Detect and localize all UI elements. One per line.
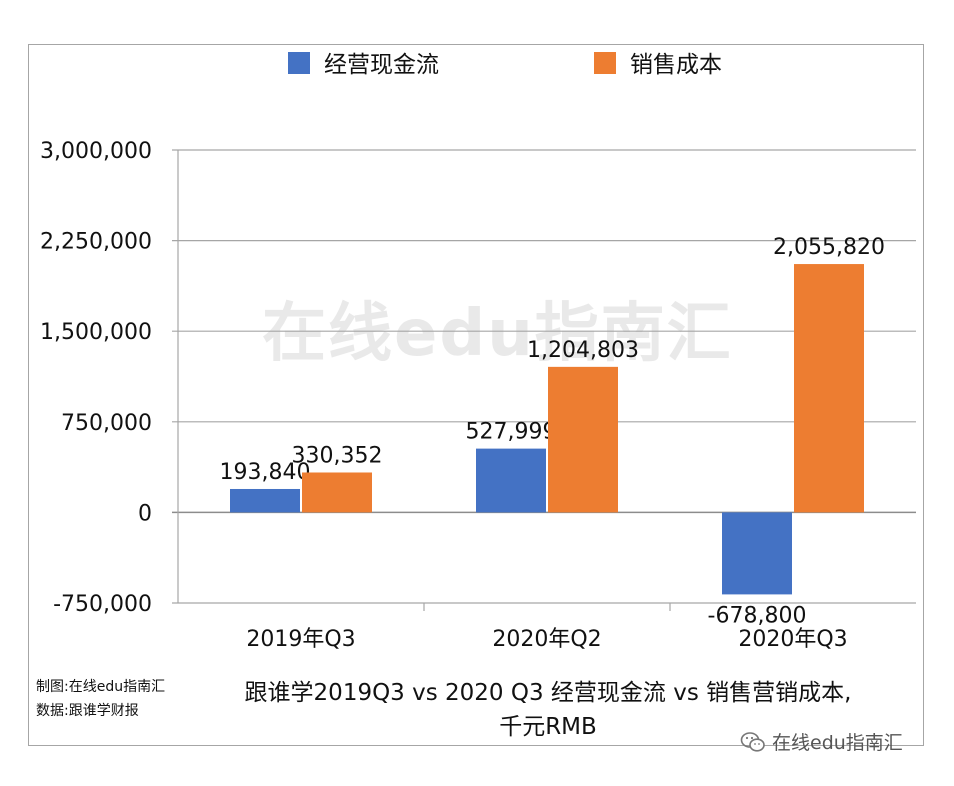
wechat-icon	[740, 731, 765, 752]
bar-sales-cost	[794, 264, 864, 513]
y-tick-label: 3,000,000	[40, 139, 152, 164]
y-tick-label: 750,000	[61, 411, 152, 436]
bar-operating-cash-flow	[476, 448, 546, 513]
legend-swatch	[288, 52, 310, 74]
chart-credit-source: 数据:跟谁学财报	[36, 703, 139, 719]
wechat-account-name: 在线edu指南汇	[772, 732, 903, 754]
chart-title: 跟谁学2019Q3 vs 2020 Q3 经营现金流 vs 销售营销成本, 千元…	[200, 676, 896, 744]
legend-swatch	[594, 52, 616, 74]
legend-label: 经营现金流	[324, 52, 439, 78]
chart-frame	[28, 44, 924, 746]
data-label: -678,800	[708, 603, 807, 628]
x-tick-label: 2020年Q2	[492, 627, 601, 652]
y-tick-label: -750,000	[53, 592, 152, 617]
chart-credit-author: 制图:在线edu指南汇	[36, 679, 166, 695]
chart-title-line-2: 千元RMB	[499, 714, 597, 740]
y-tick-label: 2,250,000	[40, 230, 152, 255]
data-label: 527,999	[466, 420, 557, 445]
chart-title-line-1: 跟谁学2019Q3 vs 2020 Q3 经营现金流 vs 销售营销成本,	[244, 680, 852, 706]
legend-label: 销售成本	[630, 52, 722, 78]
data-label: 330,352	[292, 443, 383, 468]
wechat-account-mark: 在线edu指南汇	[740, 728, 903, 755]
watermark: 在线edu指南汇	[262, 297, 733, 371]
data-label: 2,055,820	[773, 235, 885, 260]
bar-operating-cash-flow	[722, 512, 792, 595]
data-label: 1,204,803	[527, 338, 639, 363]
bar-sales-cost	[548, 366, 618, 513]
y-tick-label: 1,500,000	[40, 320, 152, 345]
x-tick-label: 2020年Q3	[738, 627, 847, 652]
bar-operating-cash-flow	[230, 488, 300, 513]
data-label: 193,840	[220, 460, 311, 485]
y-tick-label: 0	[138, 501, 152, 526]
bar-sales-cost	[302, 472, 372, 513]
x-tick-label: 2019年Q3	[246, 627, 355, 652]
